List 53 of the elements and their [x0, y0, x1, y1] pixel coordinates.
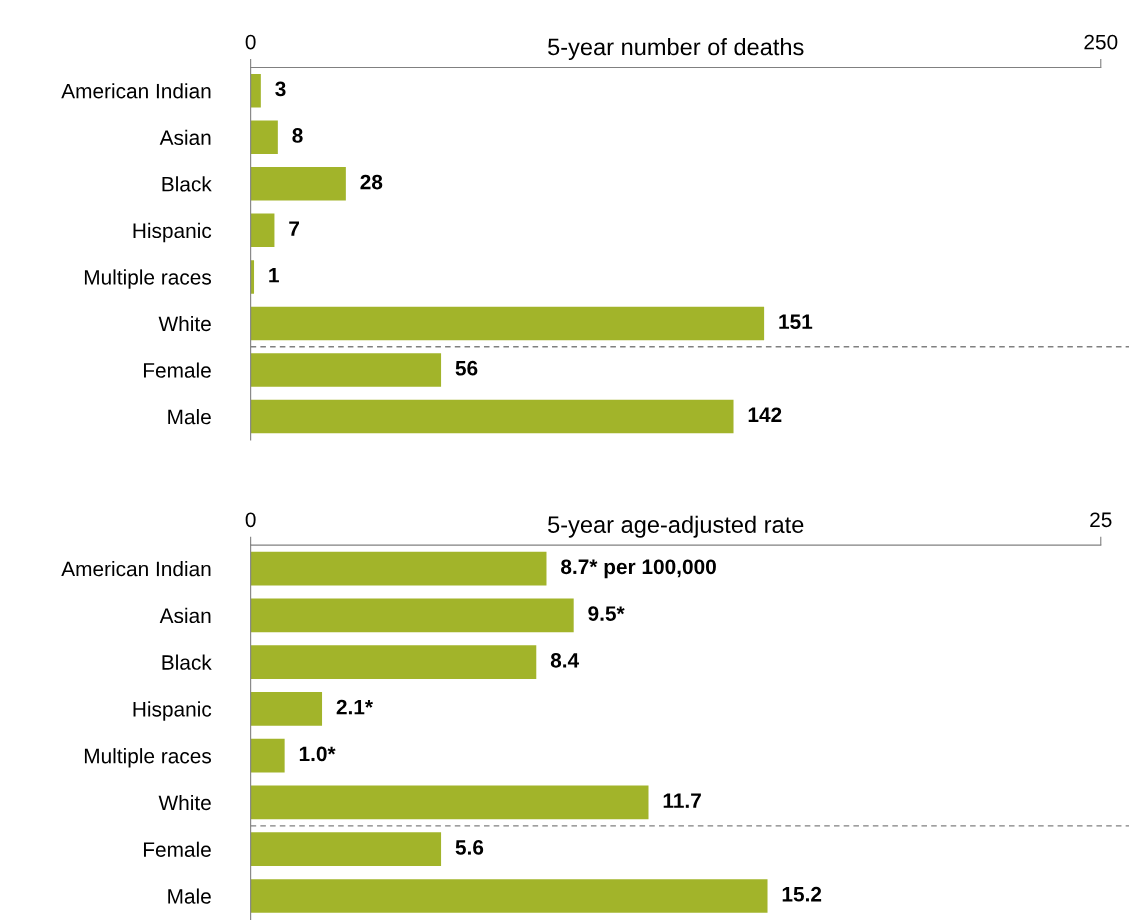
y-tick-label: Black	[162, 176, 212, 192]
data-label: 9.5*	[588, 606, 625, 621]
y-tick-label: Female	[144, 841, 211, 857]
x-tick-label: 250	[1084, 34, 1118, 50]
bar	[250, 879, 768, 913]
bar	[250, 399, 734, 434]
x-tick-label: 0	[245, 34, 256, 50]
data-label: 7	[289, 221, 299, 236]
data-label: 142	[748, 407, 782, 422]
data-label: 11.7	[663, 793, 701, 808]
y-tick-label: Black	[162, 654, 212, 670]
data-label: 28	[360, 174, 383, 190]
y-tick-label: Multiple races	[84, 269, 211, 289]
bar	[250, 120, 278, 155]
bar	[250, 73, 261, 108]
y-tick-label: Male	[168, 409, 211, 425]
y-tick-label: Asian	[159, 129, 211, 146]
data-label: 56	[455, 360, 478, 376]
y-tick-label: White	[158, 794, 211, 811]
y-tick-label: Hispanic	[133, 222, 212, 243]
bar	[250, 785, 649, 820]
bar	[250, 832, 442, 867]
data-label: 151	[779, 314, 813, 330]
y-tick-label: American Indian	[61, 561, 211, 577]
y-tick-label: Multiple races	[84, 748, 211, 768]
chart-title: 5-year age-adjusted rate	[548, 515, 804, 538]
data-label: 5.6	[455, 840, 484, 855]
y-tick-label: Hispanic	[133, 701, 212, 721]
y-tick-label: American Indian	[61, 83, 211, 99]
bar	[250, 598, 574, 633]
data-label: 15.2	[782, 886, 822, 902]
bar	[250, 738, 285, 773]
data-label: 3	[275, 81, 286, 97]
x-tick-label: 0	[245, 512, 256, 528]
data-label: 1	[269, 267, 279, 283]
bar	[250, 353, 442, 387]
bar	[250, 692, 323, 726]
y-tick-label: Female	[144, 362, 211, 378]
chart-title: 5-year number of deaths	[548, 37, 804, 60]
bar	[250, 213, 275, 248]
data-label: 8.4	[550, 652, 580, 668]
data-label: 1.0*	[299, 746, 336, 762]
bar	[250, 306, 765, 341]
y-tick-label: Male	[168, 888, 211, 904]
x-tick-label: 25	[1090, 512, 1112, 528]
bar	[250, 167, 346, 201]
data-label: 8	[292, 128, 303, 143]
bar	[250, 645, 537, 679]
y-tick-label: Asian	[159, 607, 211, 624]
bar	[250, 551, 547, 586]
data-label: 8.7* per 100,000	[561, 559, 716, 579]
data-label: 2.1*	[336, 699, 373, 715]
y-tick-label: White	[158, 315, 211, 332]
